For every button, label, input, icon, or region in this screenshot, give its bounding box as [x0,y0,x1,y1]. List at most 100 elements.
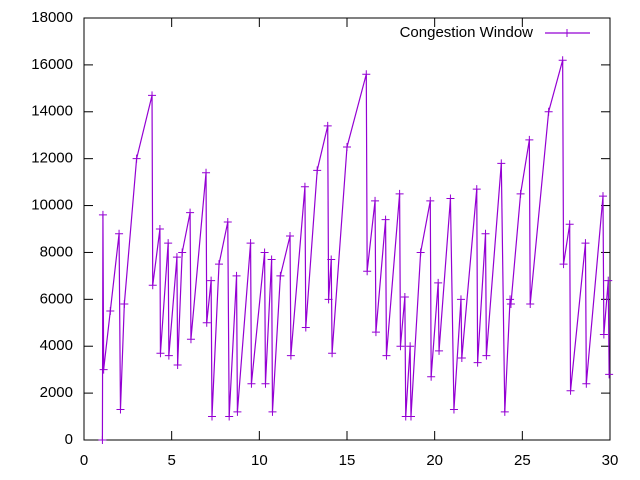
y-tick-label: 16000 [31,56,73,73]
point-marker [566,386,575,395]
y-tick-label: 12000 [31,150,73,167]
x-tick-label: 20 [426,452,443,469]
point-marker [506,300,515,309]
point-marker [395,189,404,198]
point-marker [225,412,234,421]
point-marker [435,346,444,355]
point-marker [362,70,371,79]
y-tick-label: 4000 [40,337,73,354]
point-marker [581,239,590,248]
y-tick-label: 18000 [31,9,73,26]
point-marker [456,295,465,304]
point-marker [261,379,270,388]
point-marker [481,229,490,238]
point-marker [260,248,269,257]
point-marker [500,407,509,416]
point-marker [215,260,224,269]
point-marker [120,300,129,309]
point-marker [223,217,232,226]
point-marker [559,260,568,269]
legend-label: Congestion Window [400,24,534,41]
point-marker [173,360,182,369]
point-marker [148,91,157,100]
point-marker [381,215,390,224]
point-marker [371,196,380,205]
point-marker [382,351,391,360]
point-marker [324,295,333,304]
point-marker [164,239,173,248]
point-marker [172,253,181,262]
point-marker [449,405,458,414]
point-marker [506,295,515,304]
point-marker [473,358,482,367]
point-marker [115,229,124,238]
data-line [101,60,610,441]
point-marker [323,121,332,130]
point-marker [406,412,415,421]
point-marker [132,154,141,163]
point-marker [426,196,435,205]
point-marker [286,232,295,241]
point-marker [98,210,107,219]
point-marker [267,255,276,264]
point-marker [202,318,211,327]
point-marker [116,405,125,414]
point-marker [516,189,525,198]
point-marker [327,255,336,264]
point-marker [106,307,115,316]
point-marker [482,351,491,360]
point-marker [232,271,241,280]
legend-marker [563,29,571,37]
point-marker [286,351,295,360]
point-marker [396,342,405,351]
point-marker [186,208,195,217]
y-tick-label: 8000 [40,243,73,260]
y-tick-label: 6000 [40,290,73,307]
point-marker [98,436,107,444]
y-tick-label: 10000 [31,197,73,214]
point-marker [328,349,337,358]
point-marker [313,166,322,175]
x-tick-label: 25 [514,452,531,469]
point-marker [457,353,466,362]
point-marker [427,372,436,381]
x-tick-label: 15 [339,452,356,469]
point-marker [207,412,216,421]
point-marker [558,56,567,65]
point-marker [246,239,255,248]
point-marker [300,182,309,191]
point-marker [406,342,415,351]
point-marker [472,185,481,194]
point-marker [233,407,242,416]
point-marker [155,225,164,233]
point-marker [434,278,443,287]
point-marker [343,142,351,151]
y-tick-label: 14000 [31,103,73,120]
point-marker [186,335,195,344]
point-marker [164,351,173,360]
point-marker [148,281,157,290]
point-marker [525,135,534,144]
point-marker [268,407,277,416]
point-marker [156,349,165,358]
x-tick-label: 10 [251,452,268,469]
point-marker [605,370,614,379]
point-marker [363,267,372,276]
point-marker [99,365,108,374]
point-marker [604,276,613,285]
point-marker [276,271,285,280]
point-marker [565,220,574,229]
point-marker [582,379,591,388]
point-marker [400,292,409,301]
point-marker [301,323,310,332]
point-marker [247,379,256,388]
x-tick-label: 5 [167,452,175,469]
point-marker [207,276,216,285]
point-marker [598,192,607,201]
x-tick-label: 30 [602,452,619,469]
point-marker [544,107,553,116]
point-marker [526,300,535,309]
y-tick-label: 2000 [40,384,73,401]
point-marker [497,159,506,168]
